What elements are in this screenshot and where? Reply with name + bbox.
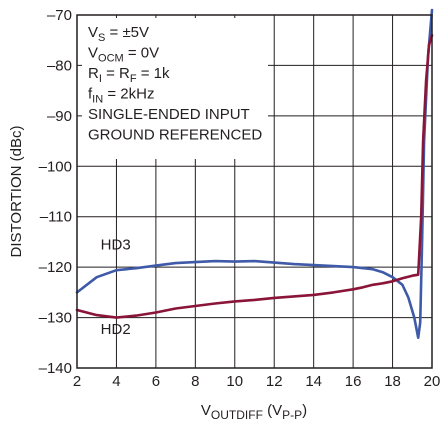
x-axis-label-sub: OUTDIFF — [211, 408, 263, 422]
y-tick-label: –80 — [47, 57, 72, 74]
condition-line: VS = ±5V — [88, 24, 149, 44]
series-line-hd3 — [75, 8, 434, 340]
y-tick-label: –70 — [47, 7, 72, 24]
x-axis-label-base: V — [201, 402, 211, 419]
y-axis-label: DISTORTION (dBc) — [8, 126, 25, 258]
x-axis-label-close: ) — [302, 402, 307, 419]
series-labels: HD3 HD2 — [101, 236, 131, 338]
condition-line: SINGLE-ENDED INPUT — [88, 106, 250, 123]
conditions-background — [82, 18, 268, 159]
x-axis-label-paren-sub: P-P — [282, 408, 302, 422]
y-tick-label: –120 — [39, 259, 72, 276]
x-tick-label: 20 — [424, 373, 441, 390]
condition-line: GROUND REFERENCED — [88, 127, 262, 144]
series-curves — [75, 8, 434, 340]
series-line-hd2 — [75, 33, 434, 319]
x-axis-label-paren: (V — [263, 402, 282, 419]
x-tick-label: 4 — [112, 373, 120, 390]
y-tick-label: –90 — [47, 108, 72, 125]
x-tick-label: 14 — [305, 373, 322, 390]
x-tick-label: 8 — [191, 373, 199, 390]
x-tick-label: 12 — [266, 373, 283, 390]
series-label-hd2: HD2 — [101, 321, 131, 338]
condition-line: VOCM = 0V — [88, 45, 159, 65]
x-tick-label: 6 — [152, 373, 160, 390]
x-tick-label: 2 — [73, 373, 81, 390]
y-tick-labels: –70 –80 –90 –100 –110 –120 –130 –140 — [39, 7, 72, 377]
y-tick-label: –110 — [40, 209, 72, 226]
x-tick-label: 16 — [345, 373, 362, 390]
y-tick-label: –140 — [39, 360, 72, 377]
grid — [77, 15, 432, 368]
x-axis-label: VOUTDIFF (VP-P) — [201, 402, 307, 422]
condition-line: RI = RF = 1k — [88, 65, 170, 85]
y-tick-label: –130 — [39, 310, 72, 327]
series-label-hd3: HD3 — [101, 236, 131, 253]
y-tick-label: –100 — [39, 158, 72, 175]
x-tick-labels: 2 4 6 8 10 12 14 16 18 20 — [73, 373, 441, 390]
x-tick-label: 18 — [384, 373, 401, 390]
plot-frame — [76, 14, 433, 369]
condition-line: fIN = 2kHz — [88, 86, 154, 106]
x-tick-label: 10 — [226, 373, 243, 390]
